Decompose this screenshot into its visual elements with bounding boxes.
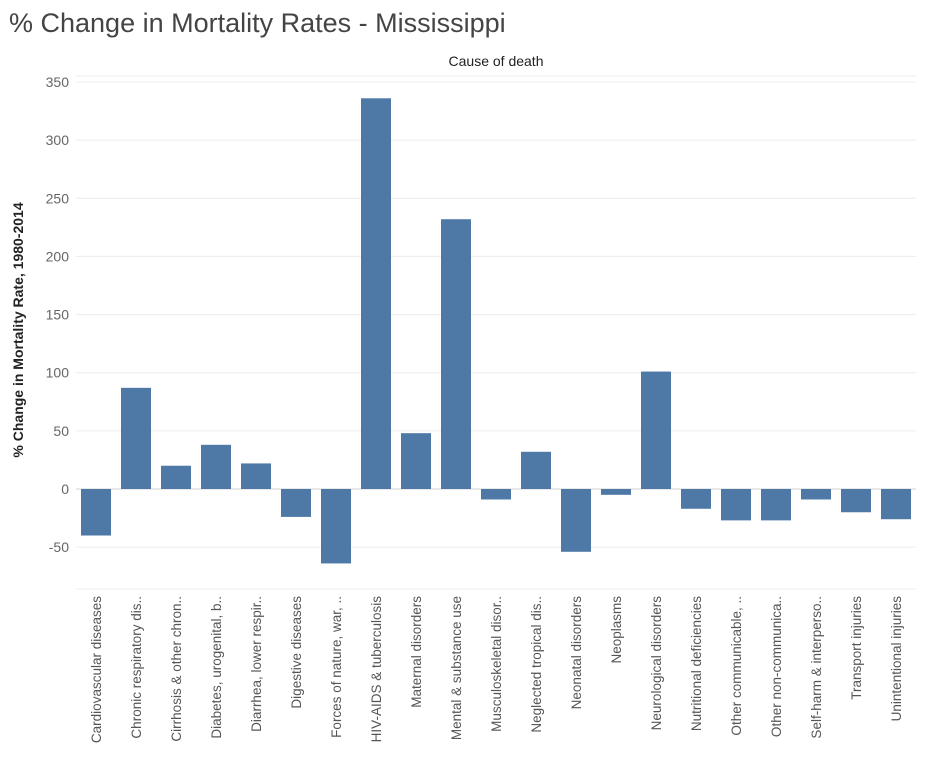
y-tick-label: 350 xyxy=(46,74,70,90)
x-tick-label: Cirrhosis & other chron.. xyxy=(169,596,184,742)
y-tick-label: 50 xyxy=(53,423,69,439)
x-tick-label: Other non-communica.. xyxy=(769,596,784,737)
y-tick-label: 300 xyxy=(46,132,70,148)
x-tick-label: Musculoskeletal disor.. xyxy=(489,596,504,732)
bar[interactable] xyxy=(721,489,751,521)
x-tick-label: Transport injuries xyxy=(849,596,864,700)
y-tick-label: 200 xyxy=(46,248,70,264)
bar[interactable] xyxy=(641,371,671,489)
x-tick-label: Diarrhea, lower respir.. xyxy=(249,596,264,732)
x-tick-label: Neglected tropical dis.. xyxy=(529,596,544,733)
y-axis-label: % Change in Mortality Rate, 1980-2014 xyxy=(10,202,26,457)
x-tick-label: Neurological disorders xyxy=(649,596,664,731)
bar[interactable] xyxy=(281,489,311,517)
bar[interactable] xyxy=(561,489,591,552)
bar[interactable] xyxy=(801,489,831,500)
x-tick-label: Mental & substance use xyxy=(449,596,464,740)
bar[interactable] xyxy=(401,433,431,489)
y-tick-label: -50 xyxy=(49,539,69,555)
bar[interactable] xyxy=(201,444,231,489)
x-tick-label: Digestive diseases xyxy=(289,596,304,709)
x-tick-label: Diabetes, urogenital, b.. xyxy=(209,596,224,739)
x-tick-label: Nutritional deficiencies xyxy=(689,596,704,731)
bar[interactable] xyxy=(761,489,791,521)
x-tick-label: Chronic respiratory dis.. xyxy=(129,596,144,739)
page-title: % Change in Mortality Rates - Mississipp… xyxy=(9,8,506,38)
y-tick-label: 0 xyxy=(61,481,69,497)
bar[interactable] xyxy=(81,489,111,536)
bar[interactable] xyxy=(601,489,631,495)
bar[interactable] xyxy=(881,489,911,520)
y-tick-label: 250 xyxy=(46,190,70,206)
y-tick-label: 150 xyxy=(46,307,70,323)
y-tick-label: 100 xyxy=(46,365,70,381)
x-tick-label: Neonatal disorders xyxy=(569,596,584,710)
x-tick-label: Cardiovascular diseases xyxy=(89,596,104,743)
x-tick-label: Other communicable, .. xyxy=(729,596,744,736)
bar[interactable] xyxy=(241,463,271,489)
bar[interactable] xyxy=(161,465,191,489)
x-tick-label: Self-harm & interperso.. xyxy=(809,596,824,739)
bar[interactable] xyxy=(361,98,391,489)
x-tick-label: Maternal disorders xyxy=(409,596,424,708)
x-tick-label: Unintentional injuries xyxy=(889,596,904,722)
bar[interactable] xyxy=(681,489,711,509)
bar[interactable] xyxy=(481,489,511,500)
bar[interactable] xyxy=(521,451,551,489)
x-tick-label: Forces of nature, war, .. xyxy=(329,596,344,738)
bar[interactable] xyxy=(441,219,471,489)
bar[interactable] xyxy=(841,489,871,513)
column-header: Cause of death xyxy=(449,53,544,69)
bar[interactable] xyxy=(121,387,151,489)
x-tick-label: Neoplasms xyxy=(609,596,624,664)
bar[interactable] xyxy=(321,489,351,564)
x-tick-label: HIV-AIDS & tuberculosis xyxy=(369,596,384,743)
